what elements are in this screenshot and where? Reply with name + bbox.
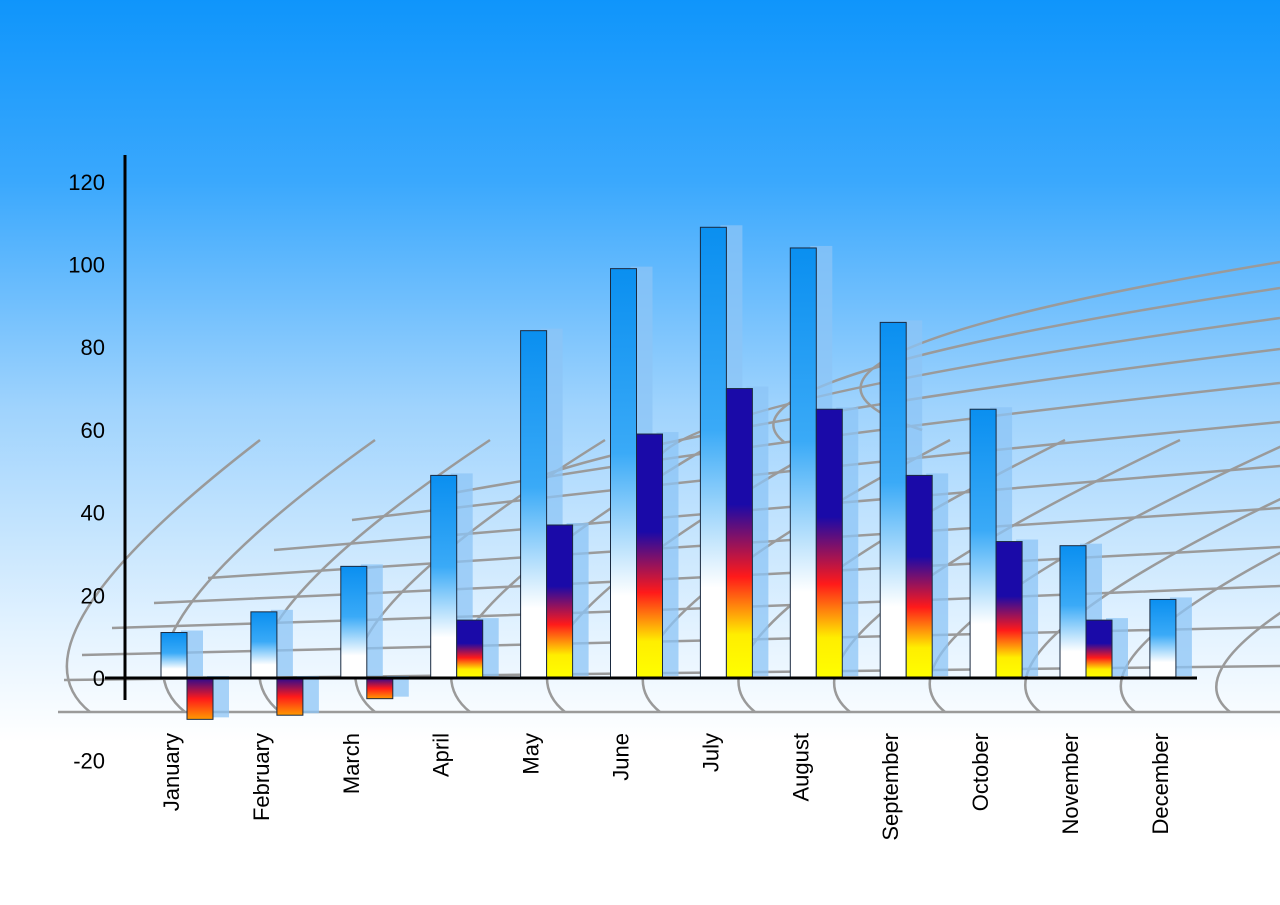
bar-february-series-2 [276, 677, 304, 716]
grid-line [1119, 551, 1280, 713]
x-tick-label: March [339, 733, 364, 794]
x-tick-label: May [519, 733, 544, 775]
x-tick-label: December [1148, 733, 1173, 834]
bar-july-series-1 [699, 226, 727, 679]
grid-line [441, 381, 1280, 497]
y-tick-label: 80 [81, 335, 105, 360]
y-tick-label: 40 [81, 501, 105, 526]
bar-june-series-1 [610, 268, 637, 679]
bar-october-series-1 [969, 408, 997, 679]
bar-november-series-1 [1059, 545, 1087, 679]
y-tick-label: 100 [68, 253, 105, 278]
grid-line [273, 464, 1280, 552]
bar-march-series-1 [340, 565, 368, 679]
bar-april-series-1 [430, 474, 458, 679]
y-tick-label: -20 [73, 749, 105, 774]
bar-november-series-2 [1085, 619, 1113, 679]
bar-august-series-1 [789, 247, 817, 679]
x-tick-label: October [968, 733, 993, 811]
y-tick-label: 120 [68, 170, 105, 195]
grid-line [656, 316, 1280, 459]
grid-line [1215, 611, 1280, 713]
x-tick-label: February [249, 733, 274, 821]
grid-line [772, 286, 1280, 443]
x-tick-label: August [788, 733, 813, 802]
x-tick-label: April [429, 733, 454, 777]
bar-may-series-1 [520, 330, 548, 679]
grid-line [65, 439, 261, 713]
bar-january-series-1 [160, 632, 188, 679]
bar-may-series-2 [546, 524, 574, 679]
grid-line [161, 438, 376, 713]
x-tick-label: January [159, 733, 184, 811]
y-tick-label: 20 [81, 583, 105, 608]
bar-december-series-1 [1149, 598, 1177, 679]
bar-march-series-2 [366, 677, 394, 700]
x-tick-label: June [609, 733, 634, 781]
y-tick-label: 60 [81, 418, 105, 443]
grid-line [737, 438, 1066, 713]
x-tick-label: September [878, 733, 903, 841]
bar-october-series-2 [995, 541, 1023, 679]
y-tick-label: 0 [93, 666, 105, 691]
grid-line [859, 260, 1280, 432]
bar-april-series-2 [456, 619, 484, 679]
bar-february-series-1 [250, 611, 278, 679]
bar-september-series-1 [879, 321, 907, 679]
x-tick-label: November [1058, 733, 1083, 834]
bar-august-series-2 [815, 408, 843, 679]
x-tick-label: July [698, 733, 723, 772]
bar-september-series-2 [905, 474, 933, 679]
grid-line [258, 438, 491, 713]
bar-january-series-2 [186, 677, 214, 720]
bar-july-series-2 [725, 388, 753, 679]
bar-june-series-2 [636, 433, 663, 679]
